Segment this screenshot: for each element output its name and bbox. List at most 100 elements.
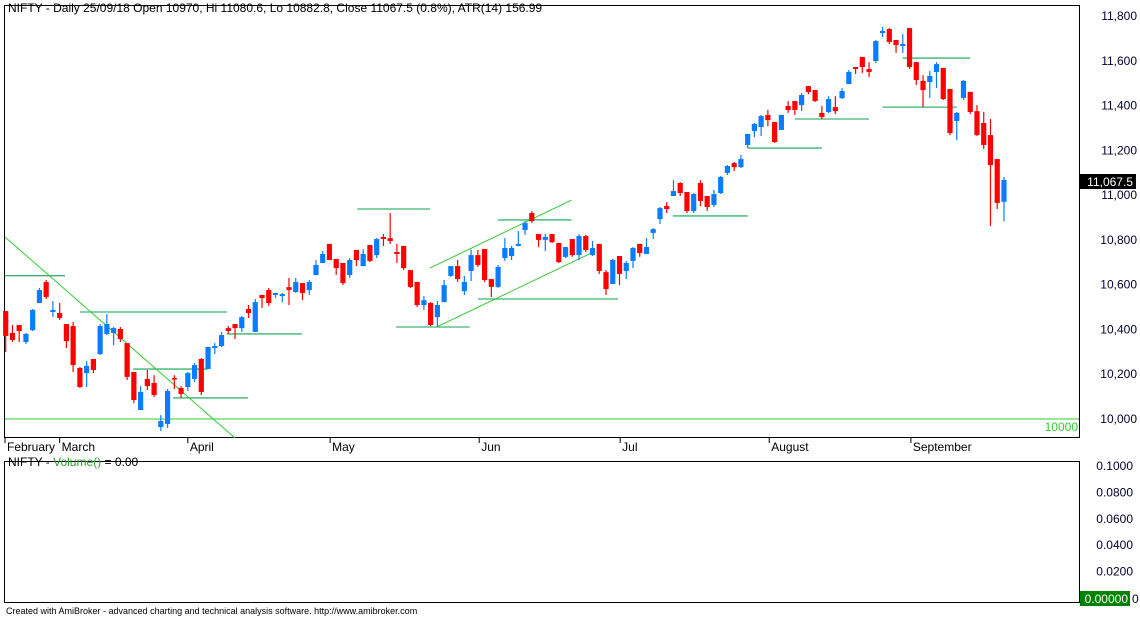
- candle-down: [171, 375, 177, 389]
- candle-body: [57, 313, 63, 319]
- trend-line: [436, 252, 592, 328]
- candle-up: [745, 133, 751, 149]
- candle-up: [623, 260, 629, 280]
- candle-up: [23, 333, 29, 344]
- candle-down: [414, 281, 420, 308]
- candle-up: [374, 238, 380, 259]
- price-tick-label: 10,800: [1100, 233, 1137, 247]
- volume-pane-title: NIFTY - Volume() = 0.00: [8, 455, 139, 469]
- candle-body: [266, 290, 272, 304]
- candle-body: [987, 135, 994, 166]
- candle-up: [360, 249, 366, 267]
- candle-body: [23, 333, 29, 342]
- candle-down: [266, 288, 272, 306]
- candle-body: [360, 253, 366, 267]
- candle-body: [90, 358, 96, 370]
- candle-down: [974, 105, 980, 136]
- candle-body: [535, 234, 542, 240]
- candle-body: [421, 300, 427, 306]
- candle-body: [185, 373, 191, 387]
- chart-title: NIFTY - Daily 25/09/18 Open 10970, Hi 11…: [8, 1, 542, 15]
- candle-body: [772, 122, 778, 143]
- candle-body: [218, 335, 225, 347]
- candle-down: [981, 112, 987, 149]
- candle-body: [711, 193, 717, 205]
- candle-body: [367, 245, 373, 261]
- candle-body: [111, 328, 117, 334]
- candle-body: [50, 309, 56, 312]
- candle-down: [407, 270, 413, 289]
- candle-body: [374, 238, 380, 256]
- candle-up: [751, 123, 757, 138]
- candle-up: [279, 292, 285, 303]
- candle-up: [825, 96, 832, 113]
- candle-up: [691, 193, 697, 214]
- candle-down: [387, 213, 393, 244]
- candle-up: [711, 189, 717, 207]
- candle-body: [623, 262, 629, 272]
- candle-down: [677, 182, 683, 196]
- candle-body: [799, 95, 805, 106]
- candle-down: [684, 191, 690, 214]
- candle-body: [488, 279, 494, 287]
- candle-down: [819, 105, 825, 119]
- candle-body: [765, 114, 771, 121]
- candle-body: [981, 123, 987, 145]
- candle-body: [778, 114, 784, 130]
- candle-body: [556, 243, 562, 263]
- candle-down: [792, 101, 798, 115]
- candle-body: [198, 358, 204, 392]
- price-axis[interactable]: 10,000 10,200 10,400 10,600 10,800 11,000 11,2…: [1100, 9, 1137, 426]
- candle-down: [299, 283, 306, 301]
- candle-body: [731, 163, 737, 168]
- candle-down: [664, 202, 670, 214]
- candle-up: [954, 112, 960, 141]
- candle-body: [893, 39, 899, 46]
- candle-down: [940, 67, 946, 100]
- candle-body: [347, 260, 353, 276]
- candle-up: [610, 258, 616, 284]
- candle-body: [205, 346, 211, 370]
- candle-body: [697, 183, 704, 201]
- candle-body: [529, 213, 535, 222]
- candle-up: [562, 247, 569, 259]
- volume-indicator: Volume(): [53, 455, 101, 469]
- candle-down: [535, 234, 542, 248]
- candle-down: [151, 375, 157, 398]
- candle-up: [738, 155, 744, 169]
- candle-body: [43, 281, 49, 297]
- candle-down: [326, 243, 333, 261]
- date-axis[interactable]: February March April May Jun Jul August Septemb…: [4, 437, 972, 454]
- candle-body: [603, 272, 609, 290]
- candle-up: [461, 275, 467, 295]
- candle-body: [333, 258, 339, 269]
- candle-body: [171, 378, 177, 380]
- candle-up: [205, 346, 211, 370]
- candle-body: [36, 290, 43, 304]
- candle-body: [825, 99, 832, 113]
- candle-body: [481, 249, 488, 280]
- candle-body: [583, 236, 589, 250]
- candle-up: [104, 313, 110, 336]
- candle-body: [913, 62, 919, 81]
- candle-body: [97, 326, 103, 355]
- candle-up: [320, 251, 326, 263]
- candle-down: [286, 277, 292, 306]
- candle-down: [596, 243, 602, 274]
- candle-body: [643, 247, 650, 254]
- candle-up: [657, 206, 663, 224]
- candle-body: [279, 294, 285, 297]
- candle-body: [191, 365, 198, 379]
- candle-down: [772, 122, 778, 143]
- price-tick-label: 11,200: [1101, 143, 1137, 157]
- candle-up: [900, 34, 906, 53]
- candle-body: [691, 193, 697, 211]
- candle-down: [994, 159, 1000, 209]
- candle-body: [178, 388, 184, 394]
- candle-down: [428, 302, 434, 327]
- month-label: April: [190, 440, 214, 454]
- candle-body: [879, 30, 886, 33]
- candle-down: [987, 118, 994, 226]
- last-price-marker: 11,067.5: [1080, 174, 1136, 189]
